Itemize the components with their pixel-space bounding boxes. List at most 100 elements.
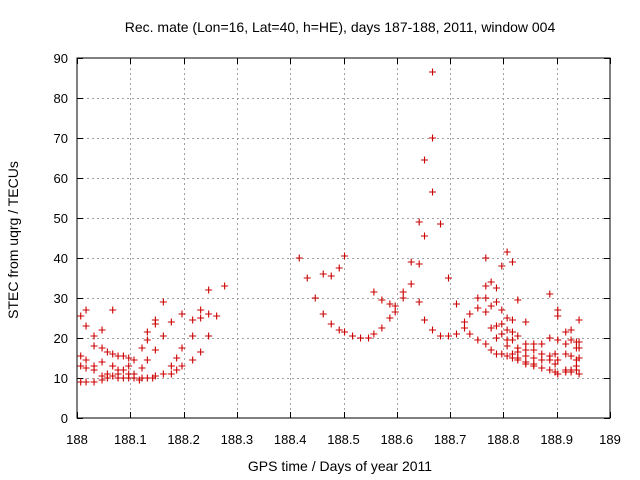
chart-title: Rec. mate (Lon=16, Lat=40, h=HE), days 1… — [125, 19, 556, 35]
data-point — [554, 312, 562, 320]
data-point — [546, 334, 554, 342]
data-point — [482, 308, 490, 316]
data-point — [386, 314, 394, 322]
data-point — [365, 334, 373, 342]
data-point — [551, 350, 559, 358]
data-point — [498, 320, 506, 328]
data-point — [327, 272, 335, 280]
data-point — [522, 340, 530, 348]
y-tick-label: 40 — [54, 251, 68, 266]
x-tick-label: 188.4 — [274, 432, 307, 447]
data-point — [77, 352, 85, 360]
data-point — [143, 356, 151, 364]
x-tick-labels: 188 188.1 188.2 188.3 188.4 188.5 188.6 188.7 18… — [66, 432, 621, 447]
data-point — [90, 378, 98, 386]
data-point — [530, 362, 538, 370]
data-point — [508, 258, 516, 266]
data-point — [567, 368, 575, 376]
data-point — [575, 370, 583, 378]
x-tick-label: 188.6 — [381, 432, 414, 447]
data-point — [341, 328, 349, 336]
data-point — [378, 296, 386, 304]
data-point — [429, 134, 437, 142]
data-point — [205, 286, 213, 294]
data-point — [522, 346, 530, 354]
data-point — [415, 218, 423, 226]
data-point — [303, 274, 311, 282]
data-point — [205, 332, 213, 340]
data-point — [98, 326, 106, 334]
data-point — [370, 330, 378, 338]
data-point — [575, 354, 583, 362]
data-point — [498, 350, 506, 358]
data-point — [130, 356, 138, 364]
data-point — [503, 314, 511, 322]
data-point — [421, 316, 429, 324]
data-point — [319, 270, 327, 278]
data-point — [487, 324, 495, 332]
y-tick-labels: 0 10 20 30 40 50 60 70 80 90 — [54, 51, 68, 426]
data-point — [567, 326, 575, 334]
data-point — [189, 356, 197, 364]
data-point — [415, 298, 423, 306]
x-axis-label: GPS time / Days of year 2011 — [248, 458, 432, 474]
data-point — [386, 300, 394, 308]
data-point — [98, 376, 106, 384]
data-point — [391, 302, 399, 310]
data-point — [221, 282, 229, 290]
data-point — [503, 352, 511, 360]
data-point — [173, 354, 181, 362]
tick-marks — [77, 58, 611, 419]
data-point — [546, 356, 554, 364]
data-point — [125, 354, 133, 362]
y-tick-label: 50 — [54, 211, 68, 226]
data-points — [77, 68, 583, 386]
data-point — [487, 302, 495, 310]
data-point — [407, 258, 415, 266]
data-point — [567, 352, 575, 360]
data-point — [522, 360, 530, 368]
data-point — [167, 318, 175, 326]
data-point — [421, 156, 429, 164]
data-point — [445, 332, 453, 340]
data-point — [407, 280, 415, 288]
data-point — [538, 340, 546, 348]
y-tick-label: 70 — [54, 131, 68, 146]
data-point — [189, 332, 197, 340]
x-tick-label: 188.3 — [221, 432, 254, 447]
y-tick-label: 10 — [54, 371, 68, 386]
data-point — [437, 220, 445, 228]
data-point — [311, 294, 319, 302]
data-point — [109, 350, 117, 358]
y-tick-label: 60 — [54, 171, 68, 186]
data-point — [546, 366, 554, 374]
data-point — [554, 370, 562, 378]
data-point — [429, 326, 437, 334]
plot-frame — [76, 57, 611, 419]
data-point — [530, 340, 538, 348]
data-point — [130, 374, 138, 382]
data-point — [415, 260, 423, 268]
data-point — [498, 330, 506, 338]
data-point — [575, 344, 583, 352]
data-point — [319, 310, 327, 318]
data-point — [357, 334, 365, 342]
data-point — [530, 346, 538, 354]
data-point — [151, 320, 159, 328]
data-point — [530, 354, 538, 362]
data-point — [429, 188, 437, 196]
data-point — [460, 318, 468, 326]
x-tick-label: 188.8 — [487, 432, 520, 447]
data-point — [197, 306, 205, 314]
data-point — [197, 348, 205, 356]
data-point — [119, 366, 127, 374]
y-tick-label: 80 — [54, 91, 68, 106]
data-point — [551, 360, 559, 368]
data-point — [205, 310, 213, 318]
data-point — [167, 370, 175, 378]
data-point — [482, 294, 490, 302]
data-point — [213, 312, 221, 320]
y-tick-label: 20 — [54, 331, 68, 346]
data-point — [562, 340, 570, 348]
data-point — [474, 294, 482, 302]
